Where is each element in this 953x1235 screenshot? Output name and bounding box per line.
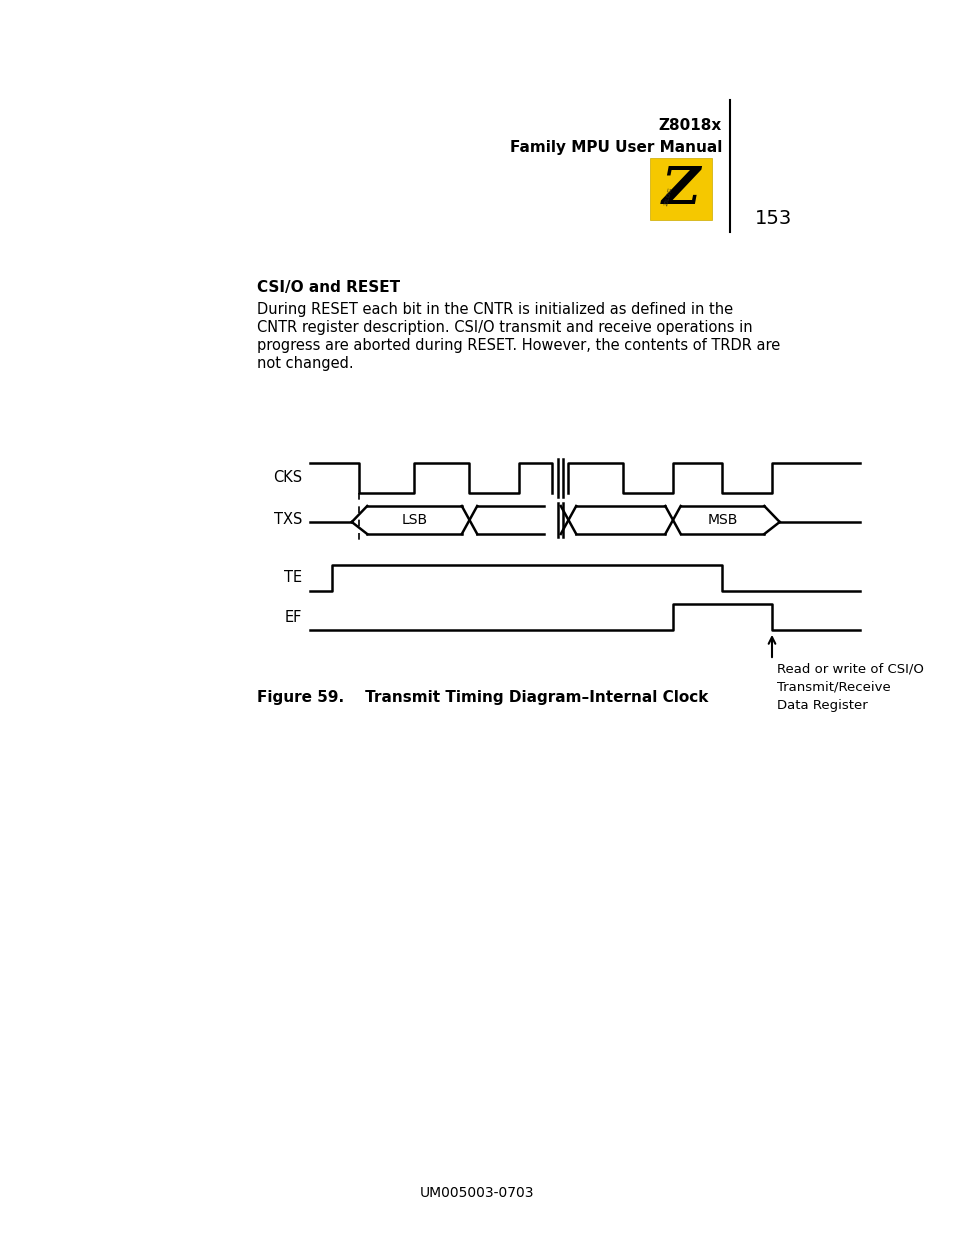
Text: LSB: LSB xyxy=(401,513,427,527)
Text: EF: EF xyxy=(284,610,302,625)
Text: 153: 153 xyxy=(754,209,791,227)
FancyBboxPatch shape xyxy=(649,158,711,220)
Text: Z8018x: Z8018x xyxy=(659,119,721,133)
Text: CSI/O and RESET: CSI/O and RESET xyxy=(256,280,399,295)
Text: Read or write of CSI/O
Transmit/Receive
Data Register: Read or write of CSI/O Transmit/Receive … xyxy=(776,663,923,713)
Text: UM005003-0703: UM005003-0703 xyxy=(419,1186,534,1200)
Text: ZILOG: ZILOG xyxy=(663,186,673,206)
Text: During RESET each bit in the CNTR is initialized as defined in the: During RESET each bit in the CNTR is ini… xyxy=(256,303,732,317)
Text: not changed.: not changed. xyxy=(256,356,354,370)
Text: TXS: TXS xyxy=(274,513,302,527)
Text: CNTR register description. CSI/O transmit and receive operations in: CNTR register description. CSI/O transmi… xyxy=(256,320,752,335)
Text: Z: Z xyxy=(661,163,700,215)
Text: Family MPU User Manual: Family MPU User Manual xyxy=(509,140,721,156)
Text: CKS: CKS xyxy=(273,471,302,485)
Text: progress are aborted during RESET. However, the contents of TRDR are: progress are aborted during RESET. Howev… xyxy=(256,338,780,353)
Text: MSB: MSB xyxy=(706,513,737,527)
Text: TE: TE xyxy=(284,571,302,585)
Text: Figure 59.    Transmit Timing Diagram–Internal Clock: Figure 59. Transmit Timing Diagram–Inter… xyxy=(256,690,708,705)
